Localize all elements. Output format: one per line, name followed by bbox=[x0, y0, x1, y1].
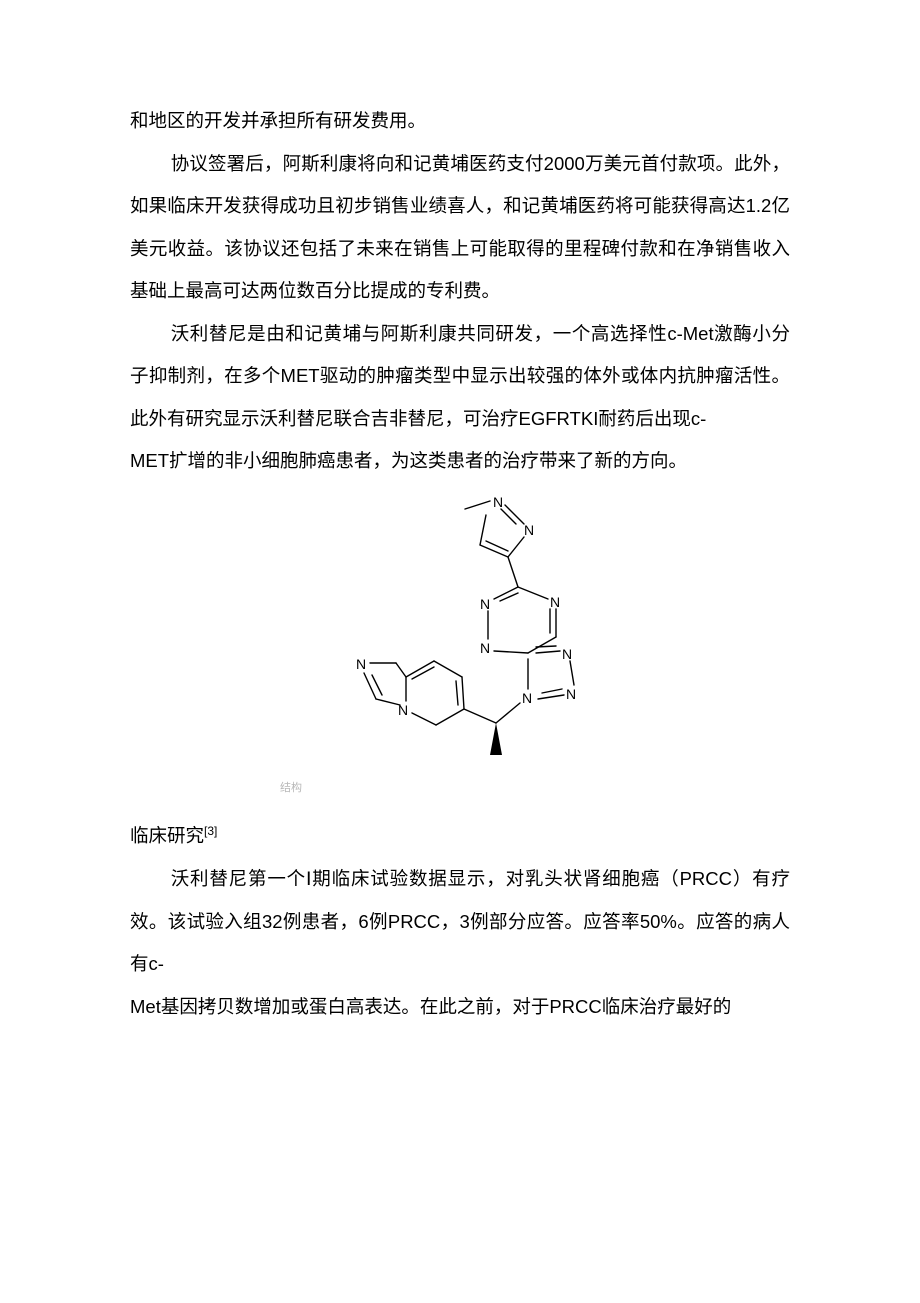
paragraph-met-expansion: MET扩增的非小细胞肺癌患者，为这类患者的治疗带来了新的方向。 bbox=[130, 440, 790, 483]
figure-caption: 结构 bbox=[280, 776, 302, 801]
paragraph-drug-intro: 沃利替尼是由和记黄埔与阿斯利康共同研发，一个高选择性c-Met激酶小分子抑制剂，… bbox=[130, 313, 790, 441]
molecule-figure: N N N N N N N bbox=[130, 491, 790, 812]
paragraph-clinical-2: Met基因拷贝数增加或蛋白高表达。在此之前，对于PRCC临床治疗最好的 bbox=[130, 986, 790, 1029]
svg-text:N: N bbox=[524, 522, 534, 538]
svg-text:N: N bbox=[522, 690, 532, 706]
paragraph-continuation: 和地区的开发并承担所有研发费用。 bbox=[130, 100, 790, 143]
paragraph-agreement: 协议签署后，阿斯利康将向和记黄埔医药支付2000万美元首付款项。此外，如果临床开… bbox=[130, 143, 790, 313]
svg-text:N: N bbox=[480, 640, 490, 656]
svg-text:N: N bbox=[550, 594, 560, 610]
svg-text:N: N bbox=[493, 494, 503, 510]
svg-text:N: N bbox=[356, 656, 366, 672]
svg-text:N: N bbox=[566, 686, 576, 702]
svg-text:N: N bbox=[562, 646, 572, 662]
svg-text:N: N bbox=[480, 596, 490, 612]
molecule-structure-icon: N N N N N N N bbox=[280, 491, 640, 796]
section-heading-clinical: 临床研究[3] bbox=[130, 815, 790, 858]
reference-marker: [3] bbox=[204, 824, 217, 838]
paragraph-clinical-1: 沃利替尼第一个Ⅰ期临床试验数据显示，对乳头状肾细胞癌（PRCC）有疗效。该试验入… bbox=[130, 858, 790, 986]
section-heading-text: 临床研究 bbox=[130, 825, 204, 846]
